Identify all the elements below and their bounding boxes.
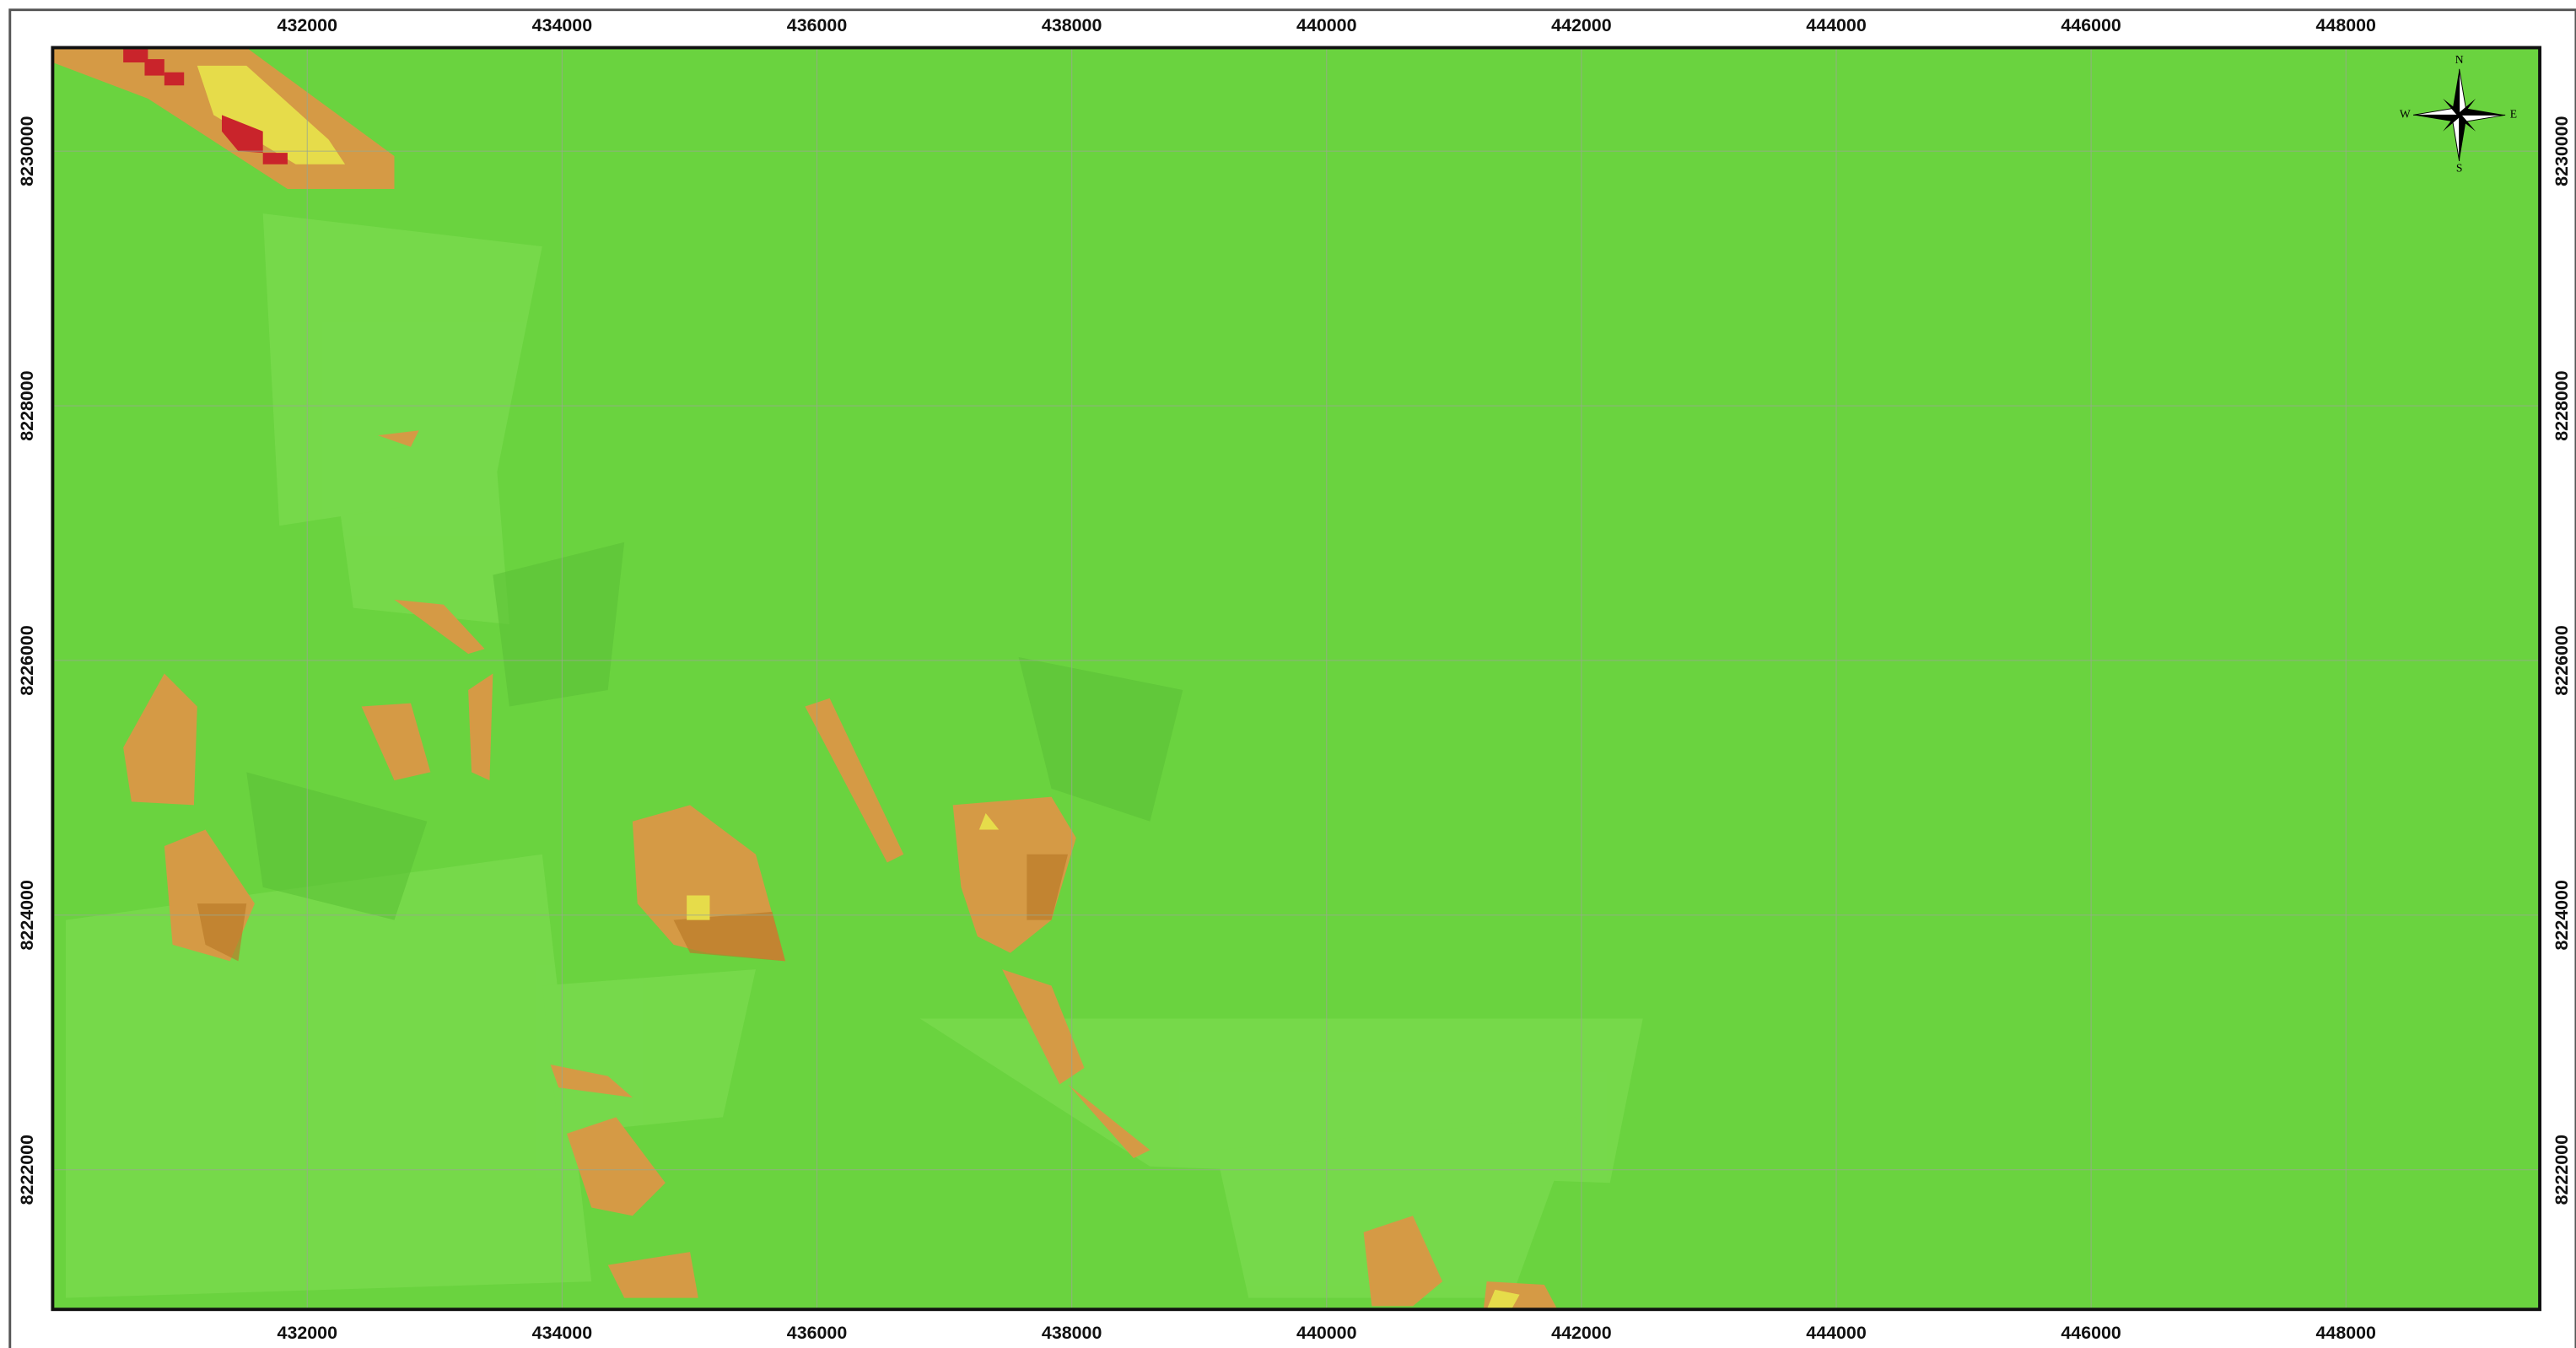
x-tick-label: 434000 bbox=[532, 1323, 593, 1343]
x-tick-label: 432000 bbox=[278, 15, 338, 35]
x-tick-label: 446000 bbox=[2061, 15, 2121, 35]
map-frame bbox=[51, 46, 2542, 1312]
x-tick-label: 438000 bbox=[1042, 1323, 1102, 1343]
y-tick-label: 8228000 bbox=[2552, 370, 2572, 440]
grid bbox=[52, 47, 2541, 1310]
y-tick-label: 8222000 bbox=[17, 1135, 37, 1205]
x-tick-label: 434000 bbox=[532, 15, 593, 35]
y-tick-label: 8230000 bbox=[2552, 116, 2572, 186]
north-arrow: N S E W bbox=[2400, 53, 2517, 175]
y-tick-label: 8226000 bbox=[2552, 625, 2572, 695]
tick-labels: 432000 432000 434000 434000 436000 436000 4380… bbox=[17, 15, 2572, 1343]
y-tick-label: 8226000 bbox=[17, 625, 37, 695]
x-tick-label: 442000 bbox=[1551, 15, 1612, 35]
x-tick-label: 438000 bbox=[1042, 15, 1102, 35]
x-tick-label: 444000 bbox=[1806, 15, 1867, 35]
compass-label: S bbox=[2456, 162, 2463, 175]
raster bbox=[52, 47, 2541, 1310]
x-tick-label: 442000 bbox=[1551, 1323, 1612, 1343]
x-tick-label: 432000 bbox=[278, 1323, 338, 1343]
x-tick-label: 440000 bbox=[1296, 1323, 1357, 1343]
y-tick-label: 8228000 bbox=[17, 370, 37, 440]
y-tick-label: 8224000 bbox=[2552, 880, 2572, 950]
y-tick-label: 8222000 bbox=[2552, 1135, 2572, 1205]
compass-label: W bbox=[2400, 107, 2411, 120]
compass-label: E bbox=[2510, 107, 2517, 120]
x-tick-label: 446000 bbox=[2061, 1323, 2121, 1343]
x-tick-label: 448000 bbox=[2316, 1323, 2377, 1343]
x-tick-label: 448000 bbox=[2316, 15, 2377, 35]
y-tick-label: 8230000 bbox=[17, 116, 37, 186]
y-tick-label: 8224000 bbox=[17, 880, 37, 950]
x-tick-label: 440000 bbox=[1296, 15, 1357, 35]
compass-label: N bbox=[2455, 53, 2464, 66]
x-tick-label: 436000 bbox=[787, 15, 848, 35]
x-tick-label: 444000 bbox=[1806, 1323, 1867, 1343]
x-tick-label: 436000 bbox=[787, 1323, 848, 1343]
